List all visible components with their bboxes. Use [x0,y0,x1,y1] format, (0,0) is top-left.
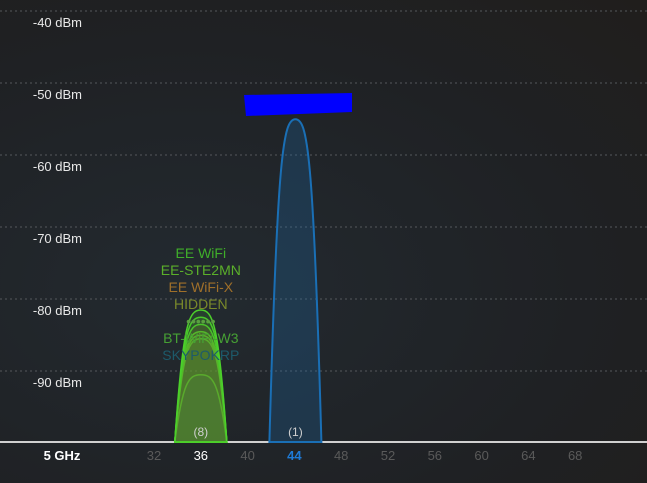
x-tick-label: 60 [474,448,488,463]
x-tick-label: 40 [240,448,254,463]
y-tick-label: -80 dBm [33,303,82,318]
x-tick-label: 64 [521,448,535,463]
x-tick-label: 68 [568,448,582,463]
network-label: SKYPOKRP [162,347,239,363]
x-tick-label: 36 [194,448,208,463]
y-tick-label: -60 dBm [33,159,82,174]
network-label: EE WiFi-X [169,279,234,295]
signal-curve [173,309,228,443]
network-label: BT-WiFi-W3 [163,330,239,346]
x-tick-label: 48 [334,448,348,463]
network-count-label: (1) [288,425,303,439]
y-tick-label: -40 dBm [33,15,82,30]
x-tick-label: 44 [287,448,302,463]
x-tick-label: 52 [381,448,395,463]
x-tick-label: 32 [147,448,161,463]
signal-curve [173,374,228,443]
network-label: HIDDEN [174,296,228,312]
network-label: EE-STE2MN [161,262,241,278]
y-tick-label: -90 dBm [33,375,82,390]
y-tick-label: -50 dBm [33,87,82,102]
redacted-ssid-label [244,93,352,116]
network-label: •••••• [186,313,216,329]
y-tick-label: -70 dBm [33,231,82,246]
band-label: 5 GHz [44,448,81,463]
x-tick-label: 56 [428,448,442,463]
network-count-label: (8) [193,425,208,439]
network-label: EE WiFi [176,245,227,261]
signal-curve [268,118,323,443]
